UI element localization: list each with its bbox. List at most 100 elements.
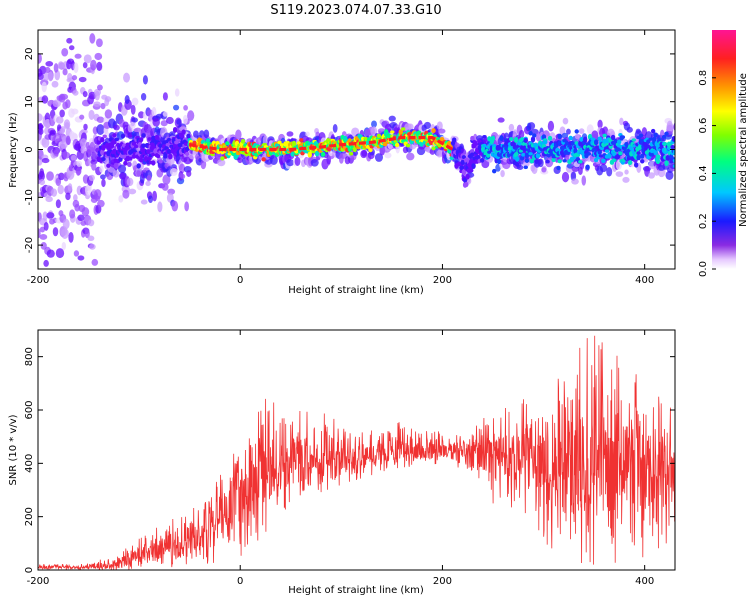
spectrogram-cell [174, 88, 180, 97]
y-tick-label: 400 [24, 454, 35, 473]
spectrogram-cell [130, 104, 136, 115]
spectrogram-cell [104, 109, 113, 119]
spectrogram-cell [93, 101, 101, 107]
spectrogram-cell [593, 139, 599, 146]
spectrogram-cell [559, 126, 566, 136]
spectrogram-cell [131, 117, 138, 123]
spectrogram-cell [464, 181, 469, 188]
spectrogram-cell [294, 156, 301, 166]
spectrogram-cell [89, 33, 96, 44]
spectrogram-cell [573, 148, 578, 154]
spectrogram-cell [97, 199, 105, 208]
spectrogram-cell [523, 165, 528, 170]
spectrogram-cell [39, 65, 47, 75]
spectrogram-cell [314, 150, 320, 157]
spectrogram-cell [671, 135, 675, 142]
spectrogram-cell [586, 151, 592, 156]
spectrogram-cell [162, 111, 168, 117]
spectrogram-cell [578, 159, 583, 164]
spectrogram-cell [407, 123, 414, 131]
spectrogram-cell [515, 162, 520, 167]
spectrogram-cell [672, 149, 675, 156]
spectrogram-cell [653, 149, 658, 156]
spectrogram-cell [468, 158, 474, 165]
spectrogram-cell [128, 134, 133, 138]
spectrogram-cell [562, 159, 567, 163]
spectrogram-cell [79, 138, 87, 149]
spectrogram-cell [423, 121, 432, 130]
spectrogram-cell [100, 137, 105, 143]
spectrogram-cell [240, 139, 246, 144]
spectrogram-cell [286, 158, 295, 167]
spectrogram-cell [112, 133, 117, 138]
spectrogram-cell [597, 119, 603, 129]
colorbar: 0.0 0.2 0.4 0.6 0.8 Normalized spectral ampl… [698, 30, 749, 277]
spectrogram-cell [556, 165, 561, 171]
spectrogram-cell [53, 63, 59, 73]
spectrogram-cell [618, 151, 623, 156]
spectrogram-cell [38, 124, 44, 130]
spectrogram-cell [655, 154, 661, 160]
spectrogram-cell [479, 157, 485, 163]
spectrogram-cell [661, 134, 667, 139]
spectrogram-cell [59, 109, 65, 118]
spectrogram-cell [382, 142, 388, 147]
spectrogram-cell [46, 171, 54, 181]
spectrogram-cell [53, 149, 59, 156]
spectrogram-cell [624, 169, 629, 175]
spectrogram-cell [602, 133, 607, 138]
spectrogram-cell [173, 104, 180, 111]
spectrogram-cell [43, 259, 49, 267]
spectrogram-cell [307, 151, 312, 158]
spectrogram-cell [99, 165, 104, 173]
spectrogram-cell [535, 152, 541, 159]
spectrogram-cell [541, 167, 547, 173]
x-tick-label: -200 [27, 275, 50, 286]
spectrogram-cell [648, 137, 653, 141]
spectrogram-x-label: Height of straight line (km) [288, 285, 424, 296]
spectrogram-cell [299, 138, 304, 143]
spectrogram-cell [541, 144, 547, 148]
spectrogram-cell [286, 131, 294, 137]
spectrogram-cell [530, 136, 536, 143]
spectrogram-cell [638, 133, 644, 138]
spectrogram-cell [94, 189, 102, 200]
spectrogram-cell [130, 121, 136, 129]
spectrogram-cell [83, 123, 88, 131]
spectrogram-cell [59, 140, 68, 149]
spectrogram-cell [140, 93, 147, 101]
spectrogram-cell [622, 176, 630, 183]
spectrogram-cell [456, 149, 462, 154]
spectrogram-cell [401, 127, 406, 131]
spectrogram-cell [160, 120, 168, 127]
spectrogram-cell [39, 234, 48, 240]
spectrogram-cell [649, 153, 655, 157]
spectrogram-cell [141, 133, 146, 138]
spectrogram-cell [497, 117, 505, 123]
spectrogram-cell [436, 121, 443, 131]
spectrogram-cell [490, 135, 496, 142]
spectrogram-cell [496, 159, 502, 165]
spectrogram-cell [154, 134, 160, 140]
spectrogram-cell [599, 164, 608, 173]
spectrogram-cell [205, 138, 211, 143]
spectrogram-cell [41, 158, 50, 164]
spectrogram-cell [112, 170, 120, 178]
spectrogram-cell [88, 174, 95, 182]
spectrogram-cell [177, 142, 183, 148]
spectrogram-cell [43, 221, 49, 231]
spectrogram-cell [55, 248, 65, 259]
x-tick-label: 200 [433, 275, 452, 286]
spectrogram-cell [597, 150, 602, 155]
spectrogram-plot-area [38, 33, 675, 269]
spectrogram-cell [146, 175, 152, 182]
spectrogram-cell [524, 158, 530, 163]
spectrogram-cell [70, 154, 77, 162]
spectrogram-cell [586, 124, 594, 135]
spectrogram-cell [118, 164, 127, 174]
spectrogram-cell [122, 189, 130, 199]
spectrogram-cell [162, 92, 168, 101]
spectrogram-cell [55, 177, 62, 187]
